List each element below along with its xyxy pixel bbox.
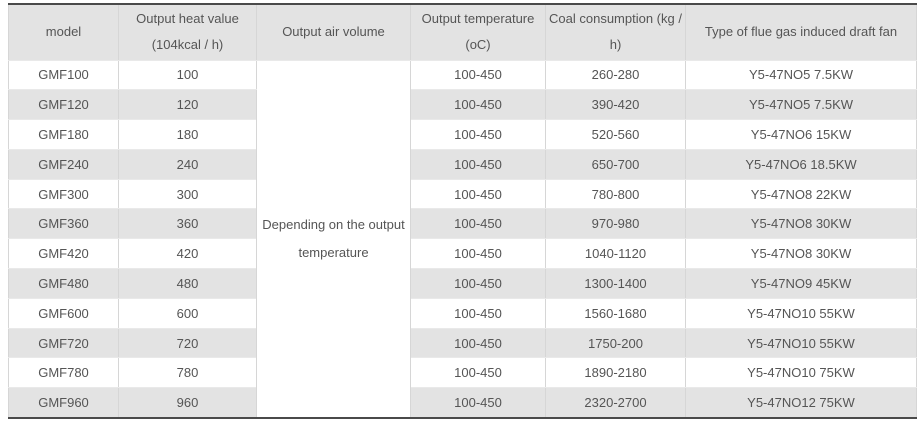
cell-heat-value: 780 [118, 357, 257, 389]
cell-coal-consumption: 260-280 [545, 59, 686, 91]
cell-coal-consumption: 970-980 [545, 208, 686, 240]
table-row: GMF300 300 100-450 780-800 Y5-47NO8 22KW [8, 178, 917, 210]
table-row: GMF420 420 100-450 1040-1120 Y5-47NO8 30KW [8, 238, 917, 270]
table-row: GMF240 240 100-450 650-700 Y5-47NO6 18.5KW [8, 148, 917, 180]
cell-coal-consumption: 390-420 [545, 89, 686, 121]
col-header-model: model [8, 3, 119, 61]
cell-air-volume-note: Depending on the output temperature [256, 59, 411, 419]
cell-heat-value: 720 [118, 327, 257, 359]
cell-model: GMF360 [8, 208, 119, 240]
cell-coal-consumption: 1560-1680 [545, 297, 686, 329]
table-row: GMF180 180 100-450 520-560 Y5-47NO6 15KW [8, 119, 917, 150]
cell-fan-type: Y5-47NO10 55KW [685, 327, 917, 359]
table-body: GMF100 100 Depending on the output tempera… [8, 59, 917, 419]
col-header-air-volume: Output air volume [256, 3, 411, 61]
cell-output-temperature: 100-450 [410, 268, 546, 299]
table-row: GMF120 120 100-450 390-420 Y5-47NO5 7.5KW [8, 89, 917, 121]
table-row: GMF960 960 100-450 2320-2700 Y5-47NO12 75KW [8, 387, 917, 419]
header-row: model Output heat value (104kcal / h) Ou… [8, 3, 917, 61]
table-row: GMF480 480 100-450 1300-1400 Y5-47NO9 45KW [8, 268, 917, 299]
cell-model: GMF300 [8, 178, 119, 210]
cell-fan-type: Y5-47NO12 75KW [685, 387, 917, 419]
table-row: GMF720 720 100-450 1750-200 Y5-47NO10 55KW [8, 327, 917, 359]
col-header-fan-type: Type of flue gas induced draft fan [685, 3, 917, 61]
cell-coal-consumption: 520-560 [545, 119, 686, 150]
cell-model: GMF600 [8, 297, 119, 329]
cell-fan-type: Y5-47NO10 55KW [685, 297, 917, 329]
table-row: GMF600 600 100-450 1560-1680 Y5-47NO10 55KW [8, 297, 917, 329]
spec-table-container: model Output heat value (104kcal / h) Ou… [8, 3, 917, 419]
cell-model: GMF480 [8, 268, 119, 299]
cell-output-temperature: 100-450 [410, 178, 546, 210]
cell-coal-consumption: 780-800 [545, 178, 686, 210]
cell-output-temperature: 100-450 [410, 119, 546, 150]
spec-table: model Output heat value (104kcal / h) Ou… [8, 3, 917, 419]
cell-coal-consumption: 650-700 [545, 148, 686, 180]
cell-heat-value: 300 [118, 178, 257, 210]
cell-output-temperature: 100-450 [410, 208, 546, 240]
cell-heat-value: 360 [118, 208, 257, 240]
cell-model: GMF100 [8, 59, 119, 91]
cell-fan-type: Y5-47NO8 22KW [685, 178, 917, 210]
cell-model: GMF720 [8, 327, 119, 359]
cell-model: GMF780 [8, 357, 119, 389]
table-row: GMF100 100 Depending on the output tempera… [8, 59, 917, 419]
cell-model: GMF420 [8, 238, 119, 270]
cell-heat-value: 100 [118, 59, 257, 91]
col-header-output-temperature: Output temperature (oC) [410, 3, 546, 61]
cell-heat-value: 120 [118, 89, 257, 121]
cell-coal-consumption: 2320-2700 [545, 387, 686, 419]
table-row: GMF360 360 100-450 970-980 Y5-47NO8 30KW [8, 208, 917, 240]
cell-fan-type: Y5-47NO6 15KW [685, 119, 917, 150]
cell-output-temperature: 100-450 [410, 148, 546, 180]
col-header-heat-value: Output heat value (104kcal / h) [118, 3, 257, 61]
cell-fan-type: Y5-47NO10 75KW [685, 357, 917, 389]
table-row: GMF780 780 100-450 1890-2180 Y5-47NO10 75KW [8, 357, 917, 389]
cell-heat-value: 180 [118, 119, 257, 150]
cell-heat-value: 420 [118, 238, 257, 270]
cell-fan-type: Y5-47NO8 30KW [685, 238, 917, 270]
cell-model: GMF120 [8, 89, 119, 121]
cell-fan-type: Y5-47NO5 7.5KW [685, 59, 917, 91]
cell-model: GMF960 [8, 387, 119, 419]
cell-model: GMF240 [8, 148, 119, 180]
cell-fan-type: Y5-47NO8 30KW [685, 208, 917, 240]
cell-output-temperature: 100-450 [410, 59, 546, 91]
cell-coal-consumption: 1300-1400 [545, 268, 686, 299]
cell-output-temperature: 100-450 [410, 89, 546, 121]
cell-output-temperature: 100-450 [410, 387, 546, 419]
cell-fan-type: Y5-47NO9 45KW [685, 268, 917, 299]
cell-heat-value: 240 [118, 148, 257, 180]
cell-model: GMF180 [8, 119, 119, 150]
cell-heat-value: 480 [118, 268, 257, 299]
cell-fan-type: Y5-47NO6 18.5KW [685, 148, 917, 180]
col-header-coal-consumption: Coal consumption (kg / h) [545, 3, 686, 61]
cell-output-temperature: 100-450 [410, 327, 546, 359]
cell-heat-value: 600 [118, 297, 257, 329]
cell-fan-type: Y5-47NO5 7.5KW [685, 89, 917, 121]
cell-heat-value: 960 [118, 387, 257, 419]
cell-coal-consumption: 1890-2180 [545, 357, 686, 389]
cell-output-temperature: 100-450 [410, 238, 546, 270]
cell-coal-consumption: 1040-1120 [545, 238, 686, 270]
cell-output-temperature: 100-450 [410, 357, 546, 389]
cell-coal-consumption: 1750-200 [545, 327, 686, 359]
cell-output-temperature: 100-450 [410, 297, 546, 329]
